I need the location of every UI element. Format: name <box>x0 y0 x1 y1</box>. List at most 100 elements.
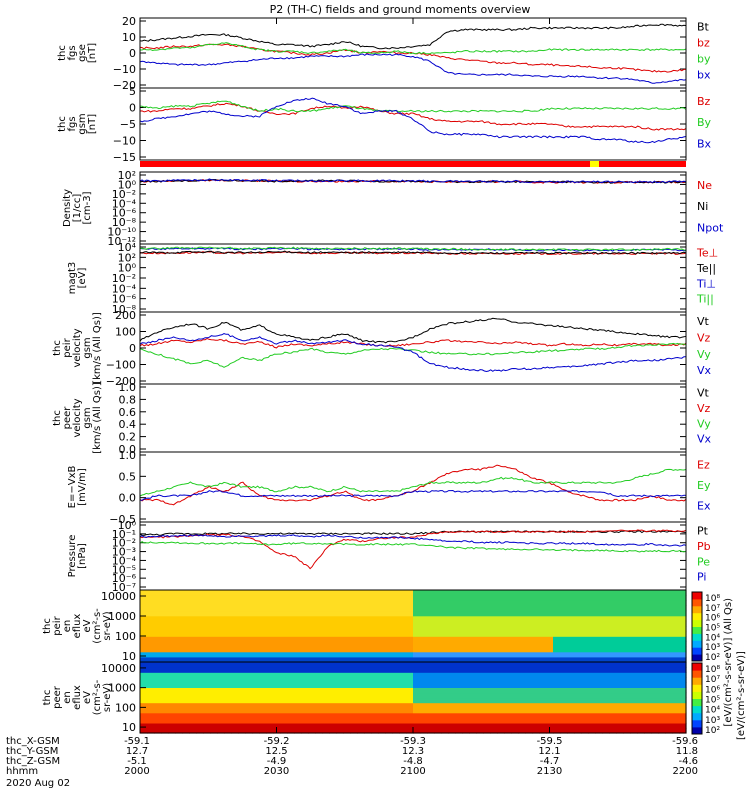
heatmap-cell <box>602 631 610 637</box>
heatmap-cell <box>504 636 512 642</box>
y-axis-label-line: E=−VxB <box>67 466 78 509</box>
heatmap-cell <box>651 707 659 714</box>
heatmap-cell <box>182 656 190 663</box>
heatmap-cell <box>539 656 547 663</box>
heatmap-cell <box>448 600 456 606</box>
heatmap-cell <box>518 662 526 668</box>
heatmap-cell <box>392 727 400 734</box>
heatmap-cell <box>420 677 428 683</box>
heatmap-cell <box>259 656 267 663</box>
heatmap-cell <box>336 682 344 688</box>
heatmap-cell <box>350 712 358 719</box>
heatmap-cell <box>280 610 288 617</box>
heatmap-cell <box>245 600 253 606</box>
heatmap-cell <box>504 615 512 622</box>
heatmap-cell <box>259 620 267 627</box>
heatmap-cell <box>511 626 519 632</box>
heatmap-cell <box>469 636 477 642</box>
heatmap-cell <box>322 595 330 601</box>
colorbar-segment <box>692 626 702 634</box>
colorbar-frame <box>691 591 703 662</box>
heatmap-cell <box>259 692 267 699</box>
heatmap-cell <box>497 682 505 688</box>
heatmap-cell <box>294 641 302 648</box>
heatmap-cell <box>308 646 316 653</box>
y-tick-label: 10⁻⁸ <box>112 216 137 229</box>
heatmap-cell <box>651 677 659 683</box>
heatmap-cell <box>168 727 176 734</box>
colorbar-tick-label: 10⁴ <box>705 706 720 716</box>
heatmap-cell <box>609 636 617 642</box>
y-tick-label: 10⁻⁴ <box>112 282 137 295</box>
heatmap-cell <box>238 722 246 729</box>
heatmap-cell <box>140 717 148 724</box>
heatmap-cell <box>364 687 372 694</box>
heatmap-cell <box>427 620 435 627</box>
heatmap-cell <box>462 662 470 668</box>
heatmap-cell <box>672 687 680 694</box>
heatmap-cell <box>609 646 617 653</box>
heatmap-cell <box>567 687 575 694</box>
colorbar-segment <box>692 647 702 655</box>
y-tick-label: 20 <box>122 15 136 28</box>
legend-entry: Bt <box>697 21 710 34</box>
heatmap-cell <box>581 615 589 622</box>
x-tick-label: -59.6 <box>672 736 698 747</box>
heatmap-cell <box>287 707 295 714</box>
heatmap-cell <box>672 641 680 648</box>
heatmap-cell <box>364 702 372 709</box>
heatmap-cell <box>448 702 456 709</box>
heatmap-cell <box>623 646 631 653</box>
heatmap-cell <box>644 646 652 653</box>
heatmap-cell <box>280 672 288 678</box>
heatmap-cell <box>224 631 232 637</box>
heatmap-cell <box>371 631 379 637</box>
heatmap-cell <box>280 712 288 719</box>
heatmap-cell <box>259 615 267 622</box>
heatmap-cell <box>427 697 435 704</box>
heatmap-cell <box>392 687 400 694</box>
heatmap-cell <box>637 727 645 734</box>
heatmap-cell <box>455 667 463 673</box>
heatmap-cell <box>266 636 274 642</box>
heatmap-cell <box>343 605 351 612</box>
heatmap-cell <box>476 682 484 688</box>
heatmap-cell <box>560 702 568 709</box>
heatmap-cell <box>644 727 652 734</box>
heatmap-cell <box>168 702 176 709</box>
y-axis-label-line: (cm²-s- <box>92 608 103 644</box>
heatmap-cell <box>490 697 498 704</box>
heatmap-cell <box>196 687 204 694</box>
heatmap-cell <box>336 600 344 606</box>
heatmap-cell <box>595 620 603 627</box>
heatmap-cell <box>679 651 687 658</box>
heatmap-cell <box>672 605 680 612</box>
heatmap-cell <box>665 595 673 601</box>
heatmap-cell <box>371 682 379 688</box>
y-axis-label-line: eV <box>82 691 93 704</box>
heatmap-cell <box>616 702 624 709</box>
heatmap-cell <box>679 672 687 678</box>
heatmap-cell <box>448 662 456 668</box>
heatmap-cell <box>567 727 575 734</box>
heatmap-cell <box>392 646 400 653</box>
heatmap-cell <box>476 605 484 612</box>
heatmap-cell <box>322 600 330 606</box>
heatmap-cell <box>644 595 652 601</box>
heatmap-cell <box>378 672 386 678</box>
heatmap-cell <box>546 662 554 668</box>
heatmap-cell <box>154 610 162 617</box>
y-tick-label: −20 <box>113 79 136 92</box>
colorbar-tick-label: 10⁸ <box>705 594 720 604</box>
heatmap-cell <box>672 672 680 678</box>
heatmap-cell <box>329 605 337 612</box>
heatmap-cell <box>420 692 428 699</box>
heatmap-cell <box>343 682 351 688</box>
heatmap-cell <box>231 717 239 724</box>
heatmap-cell <box>322 631 330 637</box>
heatmap-cell <box>672 707 680 714</box>
heatmap-cell <box>518 687 526 694</box>
colorbar-tick-label: 10⁵ <box>705 696 720 706</box>
heatmap-cell <box>490 717 498 724</box>
heatmap-cell <box>224 636 232 642</box>
